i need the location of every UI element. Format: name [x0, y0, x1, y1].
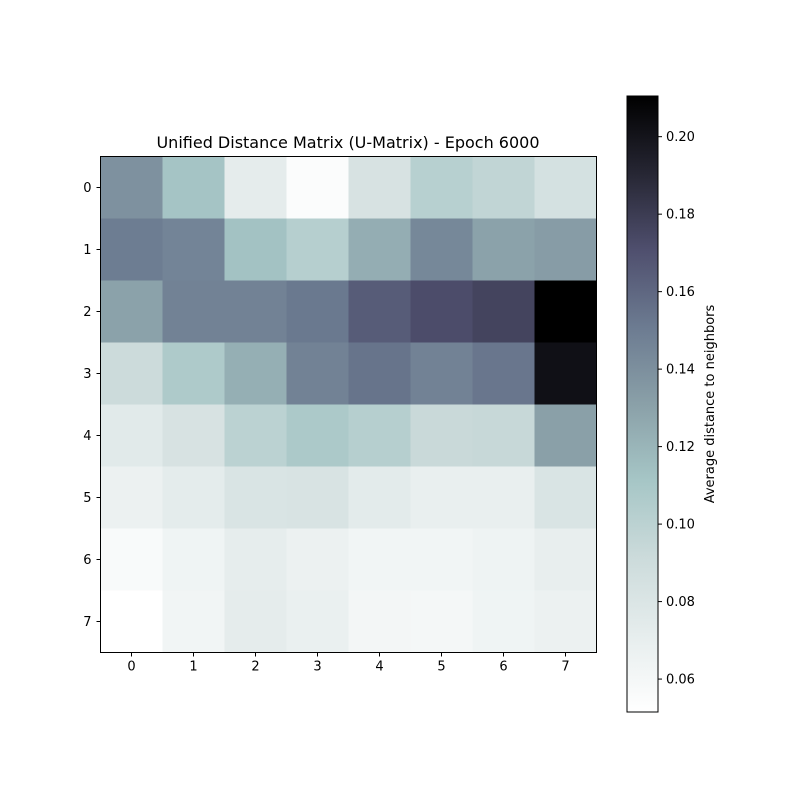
heatmap-cell-r1-c7: [534, 218, 597, 281]
x-tick-label: 1: [189, 660, 197, 675]
heatmap-cell-r7-c4: [348, 590, 411, 653]
heatmap-cell-r4-c7: [534, 404, 597, 467]
heatmap-cell-r4-c6: [472, 404, 535, 467]
heatmap-cell-r4-c3: [286, 404, 349, 467]
colorbar-axis: 0.06 0.08 0.10 0.12 0.14 0.16 0.18 0.20: [658, 130, 695, 688]
heatmap-cell-r4-c5: [410, 404, 473, 467]
heatmap-cell-r0-c5: [410, 156, 473, 219]
heatmap-cell-r2-c7: [534, 280, 597, 343]
heatmap-cell-r7-c1: [162, 590, 225, 653]
heatmap-cell-r2-c1: [162, 280, 225, 343]
heatmap-cell-r1-c5: [410, 218, 473, 281]
heatmap-cell-r6-c5: [410, 528, 473, 591]
heatmap-cell-r3-c1: [162, 342, 225, 405]
heatmap-cell-r7-c7: [534, 590, 597, 653]
heatmap-cell-r3-c7: [534, 342, 597, 405]
heatmap-cell-r4-c1: [162, 404, 225, 467]
y-tick-label: 2: [83, 305, 91, 320]
y-axis: 0 1 2 3 4 5 6 7: [83, 181, 101, 630]
heatmap-cell-r5-c7: [534, 466, 597, 529]
colorbar-tick-label: 0.18: [666, 208, 695, 223]
heatmap-cell-r3-c2: [224, 342, 287, 405]
x-tick-label: 7: [561, 660, 569, 675]
heatmap-cell-r0-c2: [224, 156, 287, 219]
y-tick-label: 1: [83, 243, 91, 258]
y-tick-label: 4: [83, 429, 91, 444]
heatmap-cell-r4-c0: [100, 404, 163, 467]
heatmap-cell-r3-c6: [472, 342, 535, 405]
colorbar-tick-label: 0.08: [666, 595, 695, 610]
heatmap-cell-r2-c6: [472, 280, 535, 343]
heatmap-cell-r7-c2: [224, 590, 287, 653]
heatmap: [100, 156, 597, 653]
heatmap-cell-r1-c6: [472, 218, 535, 281]
heatmap-cell-r7-c5: [410, 590, 473, 653]
heatmap-cell-r7-c0: [100, 590, 163, 653]
x-tick-label: 6: [499, 660, 507, 675]
heatmap-cell-r5-c1: [162, 466, 225, 529]
heatmap-cell-r5-c4: [348, 466, 411, 529]
x-axis: 0 1 2 3 4 5 6 7: [127, 652, 570, 675]
heatmap-cell-r3-c5: [410, 342, 473, 405]
heatmap-cell-r1-c2: [224, 218, 287, 281]
heatmap-cell-r2-c5: [410, 280, 473, 343]
heatmap-cell-r2-c0: [100, 280, 163, 343]
heatmap-cell-r6-c1: [162, 528, 225, 591]
x-tick-label: 4: [375, 660, 383, 675]
heatmap-cell-r5-c3: [286, 466, 349, 529]
heatmap-cell-r1-c0: [100, 218, 163, 281]
colorbar-tick-label: 0.20: [666, 130, 695, 145]
heatmap-cell-r1-c3: [286, 218, 349, 281]
y-tick-label: 0: [83, 181, 91, 196]
chart-title: Unified Distance Matrix (U-Matrix) - Epo…: [156, 133, 539, 152]
plot-frame: [100, 156, 597, 653]
colorbar-tick-label: 0.06: [666, 673, 695, 688]
heatmap-cell-r4-c2: [224, 404, 287, 467]
heatmap-cell-r6-c0: [100, 528, 163, 591]
colorbar-label: Average distance to neighbors: [703, 304, 718, 503]
heatmap-cell-r5-c5: [410, 466, 473, 529]
heatmap-cell-r3-c0: [100, 342, 163, 405]
heatmap-cell-r1-c4: [348, 218, 411, 281]
heatmap-cell-r4-c4: [348, 404, 411, 467]
heatmap-cell-r6-c4: [348, 528, 411, 591]
heatmap-cell-r1-c1: [162, 218, 225, 281]
heatmap-cell-r0-c3: [286, 156, 349, 219]
colorbar: [626, 95, 659, 713]
heatmap-cell-r6-c3: [286, 528, 349, 591]
x-tick-label: 5: [437, 660, 445, 675]
colorbar-tick-label: 0.16: [666, 285, 695, 300]
x-tick-label: 0: [127, 660, 135, 675]
y-tick-label: 7: [83, 615, 91, 630]
colorbar-tick-label: 0.12: [666, 440, 695, 455]
heatmap-cell-r6-c6: [472, 528, 535, 591]
y-tick-label: 3: [83, 367, 91, 382]
y-tick-label: 6: [83, 553, 91, 568]
y-tick-label: 5: [83, 491, 91, 506]
heatmap-cell-r5-c2: [224, 466, 287, 529]
heatmap-cell-r6-c7: [534, 528, 597, 591]
heatmap-cell-r2-c4: [348, 280, 411, 343]
heatmap-cell-r0-c0: [100, 156, 163, 219]
x-tick-label: 2: [251, 660, 259, 675]
heatmap-cell-r0-c6: [472, 156, 535, 219]
heatmap-cell-r7-c3: [286, 590, 349, 653]
heatmap-cell-r6-c2: [224, 528, 287, 591]
colorbar-tick-label: 0.14: [666, 363, 695, 378]
heatmap-cell-r2-c3: [286, 280, 349, 343]
heatmap-cell-r0-c4: [348, 156, 411, 219]
heatmap-cell-r5-c6: [472, 466, 535, 529]
heatmap-cell-r0-c7: [534, 156, 597, 219]
heatmap-cell-r3-c3: [286, 342, 349, 405]
heatmap-cell-r0-c1: [162, 156, 225, 219]
heatmap-cell-r3-c4: [348, 342, 411, 405]
x-tick-label: 3: [313, 660, 321, 675]
heatmap-cell-r2-c2: [224, 280, 287, 343]
colorbar-tick-label: 0.10: [666, 518, 695, 533]
heatmap-cell-r5-c0: [100, 466, 163, 529]
heatmap-cell-r7-c6: [472, 590, 535, 653]
